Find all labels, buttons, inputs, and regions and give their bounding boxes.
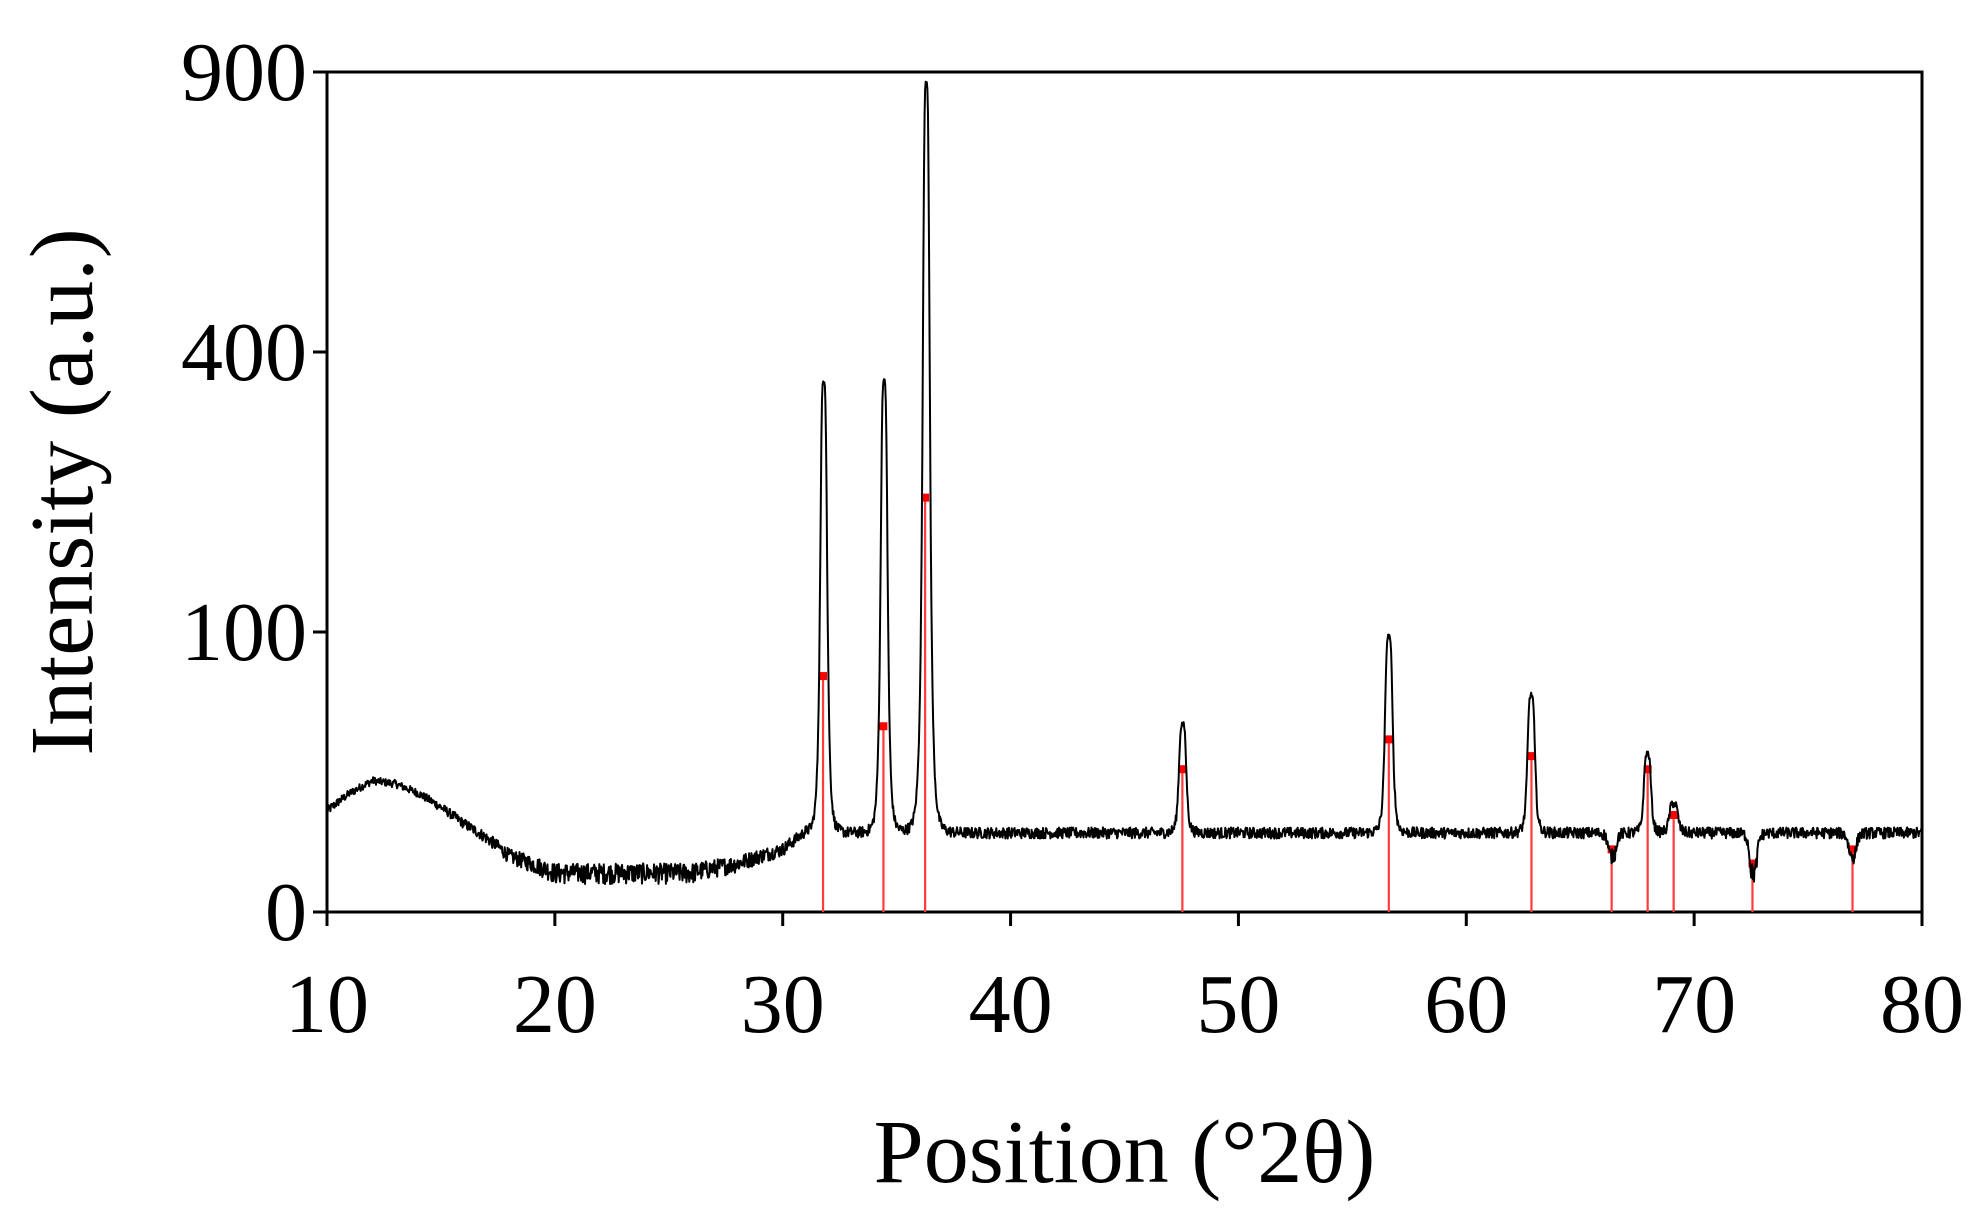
x-tick-label: 30	[741, 958, 825, 1051]
x-tick-label: 20	[513, 958, 597, 1051]
x-axis: 10 20 30 40 50 60 70 80	[285, 912, 1964, 1051]
x-tick-label: 10	[285, 958, 369, 1051]
xrd-pattern-line	[326, 80, 1923, 885]
x-tick-label: 40	[969, 958, 1053, 1051]
reference-marker	[1178, 765, 1187, 774]
plot-area	[325, 70, 1924, 914]
reference-marker	[1527, 752, 1536, 761]
y-axis-title: Intensity (a.u.)	[13, 228, 112, 755]
y-tick-label: 0	[265, 866, 307, 959]
y-tick-label: 100	[181, 586, 307, 679]
reference-marker	[1643, 765, 1652, 774]
reference-marker	[921, 493, 930, 502]
reference-marker	[819, 672, 828, 681]
x-tick-label: 80	[1880, 958, 1964, 1051]
reference-marker	[879, 722, 888, 731]
reference-marker	[1669, 811, 1678, 820]
reference-lines	[819, 493, 1857, 912]
y-tick-label: 900	[181, 26, 307, 119]
y-tick-label: 400	[181, 306, 307, 399]
plot-frame	[325, 70, 1924, 914]
x-tick-label: 60	[1424, 958, 1508, 1051]
reference-marker	[1384, 735, 1393, 744]
x-axis-title: Position (°2θ)	[874, 1103, 1376, 1202]
y-axis: 0 100 400 900	[181, 26, 327, 959]
reference-marker	[1848, 845, 1857, 854]
measured-pattern	[326, 80, 1923, 885]
x-tick-label: 70	[1652, 958, 1736, 1051]
x-tick-label: 50	[1196, 958, 1280, 1051]
